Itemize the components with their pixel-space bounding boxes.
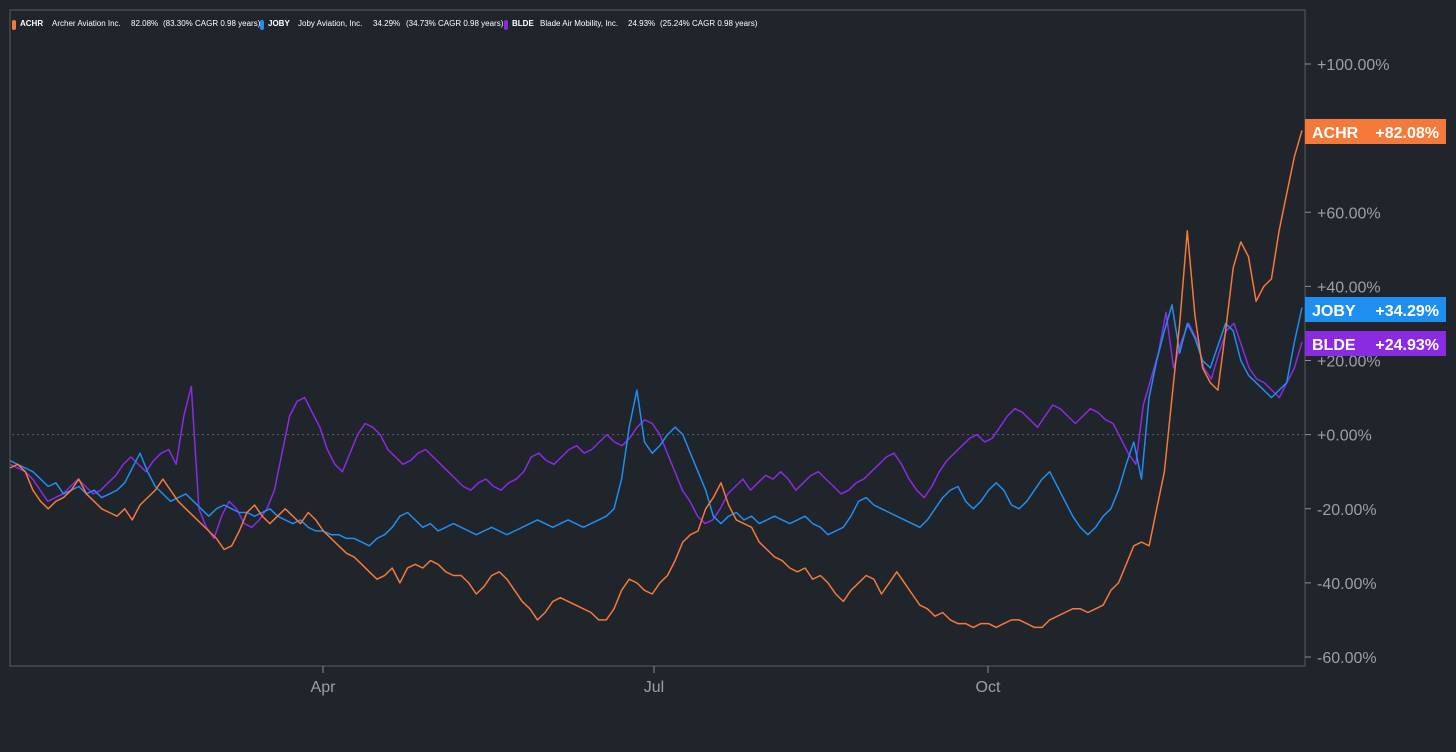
y-tick-label: +100.00% (1317, 57, 1390, 74)
legend-company-joby: Joby Aviation, Inc. (298, 19, 362, 28)
price-tag-blde: BLDE +24.93% (1305, 331, 1446, 356)
x-tick-label: Jul (644, 679, 664, 696)
series-line-blde (9, 311, 1303, 540)
x-axis: Apr Jul Oct (311, 666, 1001, 696)
x-tick-label: Oct (976, 679, 1001, 696)
legend-company-achr: Archer Aviation Inc. (52, 19, 121, 28)
y-tick-label: +40.00% (1317, 279, 1381, 296)
y-tick-label: +20.00% (1317, 354, 1381, 371)
legend-item-blde[interactable]: BLDE Blade Air Mobility, Inc. 24.93% (25… (504, 19, 758, 30)
price-tag-joby-ticker: JOBY (1312, 303, 1356, 320)
plot-frame (9, 9, 1306, 667)
legend-ticker-achr: ACHR (20, 19, 43, 28)
price-tag-blde-value: +24.93% (1375, 337, 1439, 354)
legend-item-achr[interactable]: ACHR Archer Aviation Inc. 82.08% (83.30%… (12, 19, 261, 30)
legend-cagr-achr: (83.30% CAGR 0.98 years) (163, 19, 261, 28)
legend-ticker-joby: JOBY (268, 19, 290, 28)
price-tag-achr: ACHR +82.08% (1305, 119, 1446, 144)
x-tick-label: Apr (311, 679, 337, 696)
legend-ticker-blde: BLDE (512, 19, 534, 28)
series-line-joby (9, 304, 1303, 547)
y-axis: +100.00% +60.00% +40.00% +20.00% +0.00% -20.0… (1305, 57, 1390, 667)
legend-change-blde: 24.93% (628, 19, 655, 28)
series-lines (9, 130, 1303, 629)
legend-item-joby[interactable]: JOBY Joby Aviation, Inc. 34.29% (34.73% … (260, 19, 504, 30)
y-tick-label: -20.00% (1317, 502, 1377, 519)
price-tag-achr-value: +82.08% (1375, 125, 1439, 142)
price-tag-joby: JOBY +34.29% (1305, 297, 1446, 322)
price-tag-achr-ticker: ACHR (1312, 125, 1359, 142)
y-tick-label: +60.00% (1317, 205, 1381, 222)
price-tag-joby-value: +34.29% (1375, 303, 1439, 320)
legend: ACHR Archer Aviation Inc. 82.08% (83.30%… (12, 19, 758, 30)
y-tick-label: +0.00% (1317, 428, 1372, 445)
y-tick-label: -60.00% (1317, 650, 1377, 667)
legend-change-achr: 82.08% (131, 19, 158, 28)
price-tag-blde-ticker: BLDE (1312, 337, 1356, 354)
y-tick-label: -40.00% (1317, 576, 1377, 593)
legend-cagr-blde: (25.24% CAGR 0.98 years) (660, 19, 758, 28)
legend-cagr-joby: (34.73% CAGR 0.98 years) (406, 19, 504, 28)
legend-change-joby: 34.29% (373, 19, 400, 28)
series-line-achr (9, 130, 1303, 629)
legend-company-blde: Blade Air Mobility, Inc. (540, 19, 618, 28)
